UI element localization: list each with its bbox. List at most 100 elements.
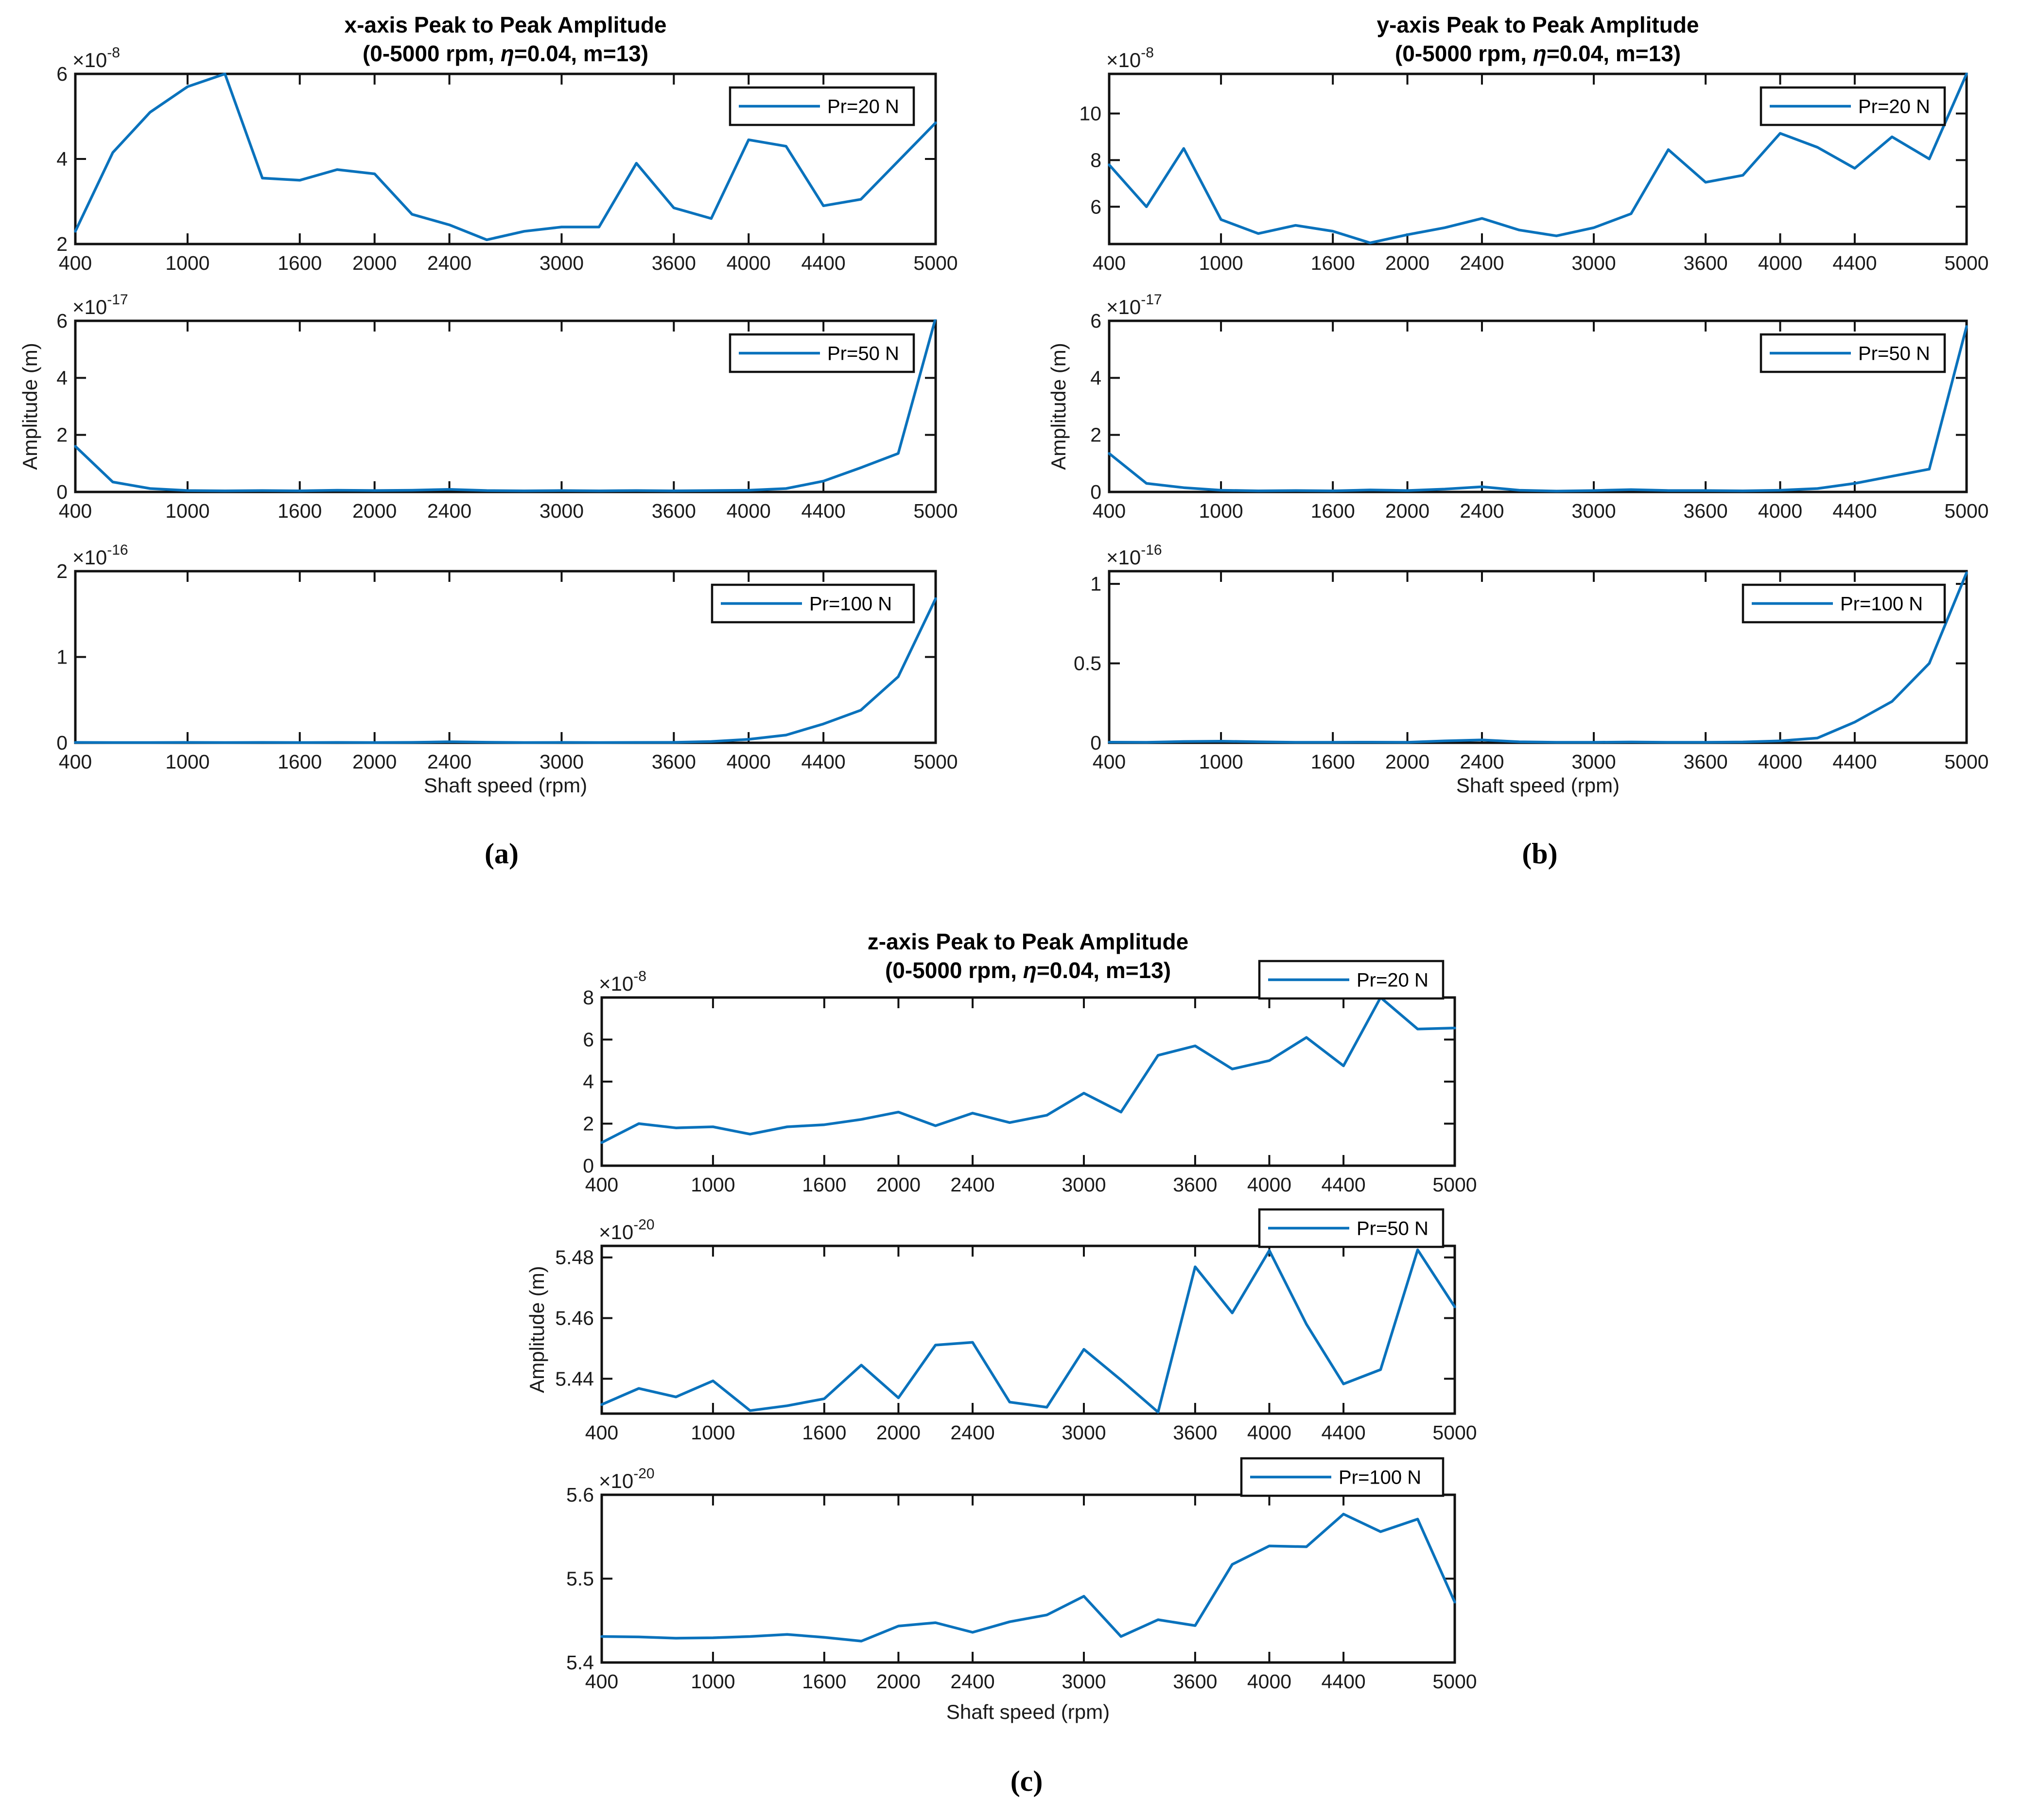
x-tick-label: 3600 <box>1684 252 1728 274</box>
x-tick-label: 1000 <box>1199 500 1243 522</box>
series-line-a1 <box>74 72 937 242</box>
plot-box <box>600 1244 1456 1415</box>
x-tick-label: 3000 <box>540 751 584 773</box>
x-tick-label: 2400 <box>427 751 471 773</box>
legend-box <box>1258 1208 1445 1248</box>
x-tick-label: 2400 <box>950 1173 994 1196</box>
x-tick-label: 5000 <box>1432 1670 1477 1693</box>
x-tick-label: 5000 <box>913 751 958 773</box>
x-tick-label: 2000 <box>876 1421 921 1444</box>
panel-c-title-post: =0.04, m=13) <box>1036 958 1171 983</box>
x-tick-label: 2000 <box>352 500 397 522</box>
panel-b-title: y-axis Peak to Peak Amplitude (0-5000 rp… <box>1376 11 1699 68</box>
x-tick-label: 4000 <box>1247 1421 1291 1444</box>
legend-a2: Pr=50 N <box>729 333 915 373</box>
x-tick-label: 1000 <box>165 751 209 773</box>
x-tick-label: 400 <box>585 1173 618 1196</box>
subplot-c3: 400 1000 1600 2000 2400 3000 3600 4000 4400 5000 5… <box>566 1457 1477 1693</box>
x-tick-label: 400 <box>59 500 92 522</box>
legend-c1: Pr=20 N <box>1258 960 1445 1000</box>
subplot-c2: 400 1000 1600 2000 2400 3000 3600 4000 4400 5000 5… <box>555 1208 1477 1444</box>
series-line-b2 <box>1108 325 1968 492</box>
panel-b-title-post: =0.04, m=13) <box>1546 41 1681 66</box>
axis-exponent: ×10-8 <box>599 968 646 995</box>
x-tick-label: 1000 <box>691 1421 735 1444</box>
panel-b-title-pre: (0-5000 rpm, <box>1394 41 1533 66</box>
x-tick-label: 1600 <box>278 500 322 522</box>
axis-exponent: ×10-17 <box>72 292 128 318</box>
x-tick-label: 400 <box>1093 500 1126 522</box>
panel-a-title: x-axis Peak to Peak Amplitude (0-5000 rp… <box>344 11 666 68</box>
y-tick-label: 0 <box>56 481 68 503</box>
x-tick-label: 3600 <box>652 252 696 274</box>
x-tick-label: 3600 <box>652 500 696 522</box>
y-tick-label: 6 <box>56 63 68 85</box>
legend-label: Pr=20 N <box>1357 970 1429 991</box>
x-tick-label: 2000 <box>1385 751 1429 773</box>
x-tick-label: 4400 <box>1832 252 1877 274</box>
x-tick-label: 3000 <box>1571 751 1616 773</box>
x-tick-label: 1600 <box>802 1670 846 1693</box>
panel-c-title-line2: (0-5000 rpm, η=0.04, m=13) <box>868 956 1188 985</box>
x-tick-label: 3000 <box>540 500 584 522</box>
x-tick-label: 5000 <box>1432 1173 1477 1196</box>
axis-exponent: ×10-16 <box>72 542 128 569</box>
x-tick-label: 1000 <box>165 252 209 274</box>
subplot-a3: 400 1000 1600 2000 2400 3000 3600 4000 4400 5000 0… <box>56 542 958 773</box>
series-line-a2 <box>74 319 937 492</box>
x-tick-label: 400 <box>59 252 92 274</box>
y-tick-label: 10 <box>1079 103 1101 125</box>
x-tick-label: 2400 <box>950 1421 994 1444</box>
y-tick-label: 0 <box>583 1155 594 1177</box>
y-tick-label: 6 <box>1090 195 1101 218</box>
x-tick-label: 4000 <box>1247 1173 1291 1196</box>
subplot-a2: 400 1000 1600 2000 2400 3000 3600 4000 4400 5000 0… <box>56 292 958 522</box>
legend-label: Pr=20 N <box>827 96 899 118</box>
x-tick-label: 4400 <box>1321 1421 1365 1444</box>
y-tick-label: 0 <box>1090 732 1101 754</box>
x-tick-label: 4000 <box>727 500 771 522</box>
x-tick-label: 2400 <box>950 1670 994 1693</box>
panel-a-title-post: =0.04, m=13) <box>514 41 649 66</box>
x-tick-label: 4000 <box>727 252 771 274</box>
series-line-c1 <box>600 996 1456 1144</box>
legend-label: Pr=100 N <box>1840 594 1923 615</box>
x-tick-label: 4000 <box>1758 500 1802 522</box>
y-tick-label: 5.44 <box>555 1367 594 1390</box>
legend-label: Pr=50 N <box>1858 343 1930 365</box>
x-tick-label: 1000 <box>691 1173 735 1196</box>
legend-a3: Pr=100 N <box>711 583 915 624</box>
x-tick-label: 2000 <box>352 751 397 773</box>
y-tick-label: 4 <box>56 367 68 389</box>
y-tick-label: 2 <box>56 424 68 446</box>
y-tick-label: 2 <box>1090 424 1101 446</box>
x-tick-label: 4000 <box>1247 1670 1291 1693</box>
x-tick-label: 4400 <box>801 252 846 274</box>
x-tick-label: 2000 <box>876 1670 921 1693</box>
subplot-b2: 400 1000 1600 2000 2400 3000 3600 4000 4400 5000 0… <box>1090 292 1988 522</box>
x-tick-label: 1600 <box>1311 751 1355 773</box>
x-tick-label: 4000 <box>1758 252 1802 274</box>
axis-exponent: ×10-8 <box>72 45 120 71</box>
x-tick-label: 1600 <box>1311 252 1355 274</box>
x-tick-label: 2400 <box>427 252 471 274</box>
x-tick-label: 1000 <box>1199 252 1243 274</box>
series-line-a3 <box>74 597 937 744</box>
y-tick-label: 1 <box>56 646 68 668</box>
axis-exponent: ×10-20 <box>599 1466 655 1492</box>
x-tick-label: 4400 <box>1832 751 1877 773</box>
legend-b3: Pr=100 N <box>1742 583 1946 624</box>
panel-c-eta-symbol: η <box>1023 958 1037 983</box>
x-tick-label: 4000 <box>1758 751 1802 773</box>
panel-a-title-line1: x-axis Peak to Peak Amplitude <box>344 12 667 37</box>
legend-b1: Pr=20 N <box>1760 86 1946 126</box>
x-tick-label: 3000 <box>1571 252 1616 274</box>
x-tick-label: 1600 <box>1311 500 1355 522</box>
x-tick-label: 5000 <box>913 500 958 522</box>
x-tick-label: 4400 <box>801 500 846 522</box>
y-tick-label: 0 <box>56 732 68 754</box>
x-tick-label: 2000 <box>876 1173 921 1196</box>
plot-box <box>600 996 1456 1167</box>
series-line-b1 <box>1108 72 1968 245</box>
